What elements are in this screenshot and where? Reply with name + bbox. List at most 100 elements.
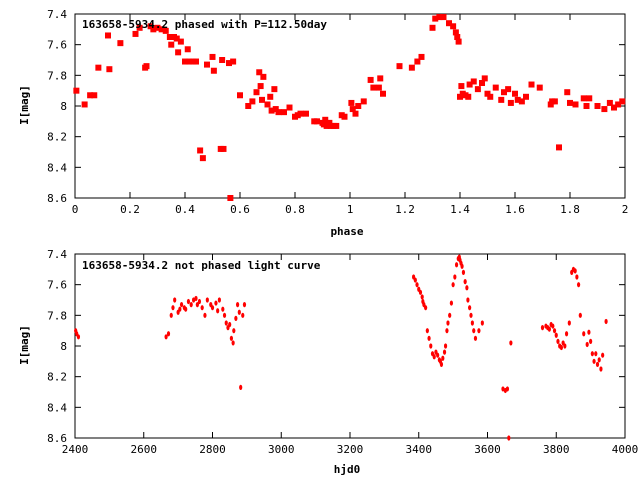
phased-data-point	[474, 86, 481, 93]
phased-data-point	[572, 101, 579, 108]
unphased-data-point	[448, 312, 452, 318]
phased-y-tick-label: 8.4	[47, 161, 67, 174]
phased-data-point	[105, 32, 111, 39]
phased-data-point	[73, 87, 80, 94]
unphased-x-tick-label: 3200	[337, 443, 364, 456]
unphased-chart: 2400 2600 2800 3000 3200 3400 3600 3800 4000 7.4 7…	[18, 248, 638, 476]
unphased-data-point	[451, 282, 455, 288]
phased-data-point	[297, 110, 304, 117]
unphased-data-point	[237, 309, 241, 315]
unphased-chart-title: 163658-5934.2 not phased light curve	[82, 259, 321, 272]
unphased-data-point	[599, 366, 603, 372]
phased-data-point	[507, 99, 514, 106]
phased-y-tick-label: 7.6	[47, 39, 67, 52]
phased-data-point	[260, 73, 267, 80]
unphased-data-point	[469, 312, 473, 318]
unphased-y-tick-label: 7.8	[47, 309, 67, 322]
phased-data-point	[487, 93, 494, 100]
phased-x-tick-label: 1	[347, 203, 354, 216]
phased-x-tick-label: 0.8	[285, 203, 305, 216]
phased-y-tick-label: 7.8	[47, 69, 67, 82]
phased-data-point	[458, 83, 465, 90]
unphased-x-tick-label: 3800	[543, 443, 570, 456]
phased-data-point	[586, 95, 593, 102]
phased-data-point	[348, 99, 355, 106]
phased-data-point	[375, 84, 382, 91]
phased-data-point	[143, 63, 150, 70]
unphased-data-point	[191, 297, 196, 303]
unphased-data-point	[169, 312, 173, 318]
phased-data-point	[414, 58, 421, 65]
unphased-data-point	[217, 297, 221, 303]
phased-data-point	[150, 26, 157, 33]
unphased-data-point	[184, 306, 188, 312]
phased-data-point	[352, 110, 359, 117]
phased-data-point	[457, 93, 463, 100]
phased-data-point	[267, 93, 274, 100]
phased-data-point	[452, 29, 459, 36]
phased-data-point	[466, 81, 473, 88]
unphased-data-point	[228, 321, 232, 328]
unphased-data-point	[559, 344, 564, 351]
unphased-data-point	[567, 320, 571, 326]
unphased-data-point	[231, 340, 235, 346]
unphased-data-point	[195, 302, 199, 308]
unphased-data-point	[477, 328, 481, 334]
phased-data-point	[479, 80, 485, 86]
phased-data-point	[268, 107, 275, 114]
unphased-ticks: 2400 2600 2800 3000 3200 3400 3600 3800 4000 7.4 7…	[47, 248, 638, 456]
phased-data-point	[514, 96, 521, 103]
phased-data-point	[606, 99, 613, 106]
unphased-x-tick-label: 3600	[474, 443, 501, 456]
phased-data-point	[106, 66, 113, 73]
phased-data-point	[446, 20, 452, 27]
phased-data-point	[158, 26, 165, 33]
unphased-data-point	[76, 334, 81, 340]
unphased-data-point	[194, 295, 198, 302]
unphased-data-point	[205, 297, 209, 303]
unphased-data-point	[229, 335, 234, 341]
phased-data-point	[512, 90, 518, 97]
phased-data-point	[271, 86, 278, 93]
unphased-data-point	[429, 343, 433, 349]
phased-data-point	[470, 78, 477, 85]
unphased-data-point	[585, 341, 589, 348]
unphased-data-point	[166, 331, 171, 337]
phased-data-point	[226, 60, 232, 67]
unphased-x-tick-label: 3000	[268, 443, 295, 456]
unphased-data-point	[473, 335, 478, 341]
phased-data-point	[349, 106, 356, 113]
unphased-data-point	[413, 277, 417, 283]
unphased-data-point	[222, 312, 227, 318]
unphased-data-point	[216, 308, 220, 314]
unphased-data-point	[461, 269, 466, 275]
phased-data-point	[209, 53, 216, 60]
phased-data-point	[275, 109, 282, 116]
unphased-data-point	[556, 338, 560, 344]
phased-data-point	[81, 101, 88, 108]
phased-data-point	[166, 34, 173, 40]
unphased-data-point	[214, 300, 218, 306]
unphased-data-point	[210, 305, 215, 311]
unphased-data-point	[439, 361, 444, 367]
phased-data-point	[619, 98, 626, 105]
unphased-data-point	[575, 274, 579, 280]
unphased-data-point	[590, 351, 594, 357]
unphased-data-point	[594, 351, 598, 357]
phased-y-tick-label: 8.2	[47, 131, 67, 144]
unphased-data-point	[465, 285, 469, 291]
unphased-x-tick-label: 3400	[406, 443, 433, 456]
phased-x-tick-label: 0	[72, 203, 79, 216]
unphased-data-point	[415, 282, 419, 288]
phased-data-point	[583, 103, 590, 109]
unphased-data-point	[221, 306, 225, 312]
phased-data-point	[91, 92, 98, 99]
phased-y-tick-label: 7.4	[47, 8, 67, 21]
unphased-data-point	[597, 357, 601, 363]
unphased-data-point	[420, 294, 424, 300]
unphased-points	[74, 254, 608, 441]
phased-data-point	[272, 106, 279, 113]
phased-data-point	[184, 46, 191, 53]
phased-data-point	[193, 58, 199, 65]
